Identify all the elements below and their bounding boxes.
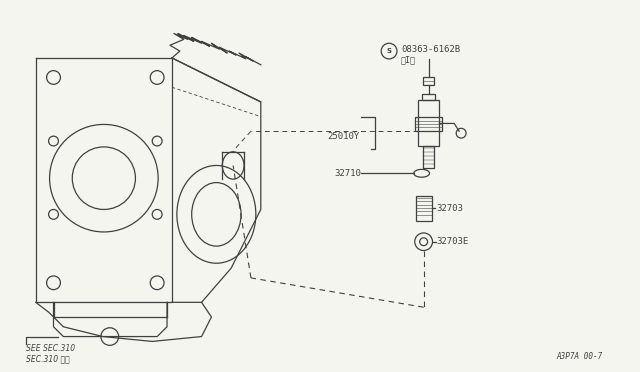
Bar — [422, 94, 435, 100]
Text: 25010Y: 25010Y — [327, 132, 360, 141]
Text: SEC.310 参照: SEC.310 参照 — [26, 354, 70, 363]
Bar — [422, 77, 435, 85]
Text: （I）: （I） — [401, 55, 416, 64]
Text: A3P7A 00-7: A3P7A 00-7 — [557, 352, 603, 360]
Text: 32703: 32703 — [436, 204, 463, 213]
Bar — [416, 196, 431, 221]
Bar — [422, 146, 435, 169]
Bar — [415, 116, 442, 131]
Text: 32710: 32710 — [335, 169, 362, 178]
Text: 32703E: 32703E — [436, 237, 468, 246]
Bar — [418, 100, 440, 146]
Text: SEE SEC.310: SEE SEC.310 — [26, 344, 75, 353]
Text: S: S — [387, 48, 392, 54]
Text: 08363-6162B: 08363-6162B — [401, 45, 460, 54]
